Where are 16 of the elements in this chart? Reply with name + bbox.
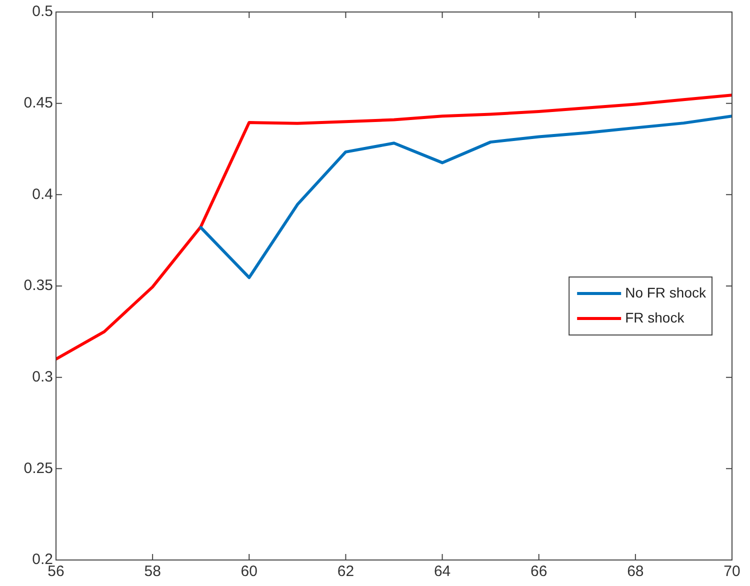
y-tick-label: 0.5 bbox=[32, 3, 53, 20]
x-tick-label: 56 bbox=[48, 563, 64, 580]
x-tick-label: 68 bbox=[627, 563, 644, 580]
y-tick-label: 0.25 bbox=[24, 460, 53, 477]
y-tick-label: 0.35 bbox=[24, 277, 53, 294]
y-tick-label: 0.4 bbox=[32, 186, 53, 203]
x-tick-label: 58 bbox=[144, 563, 161, 580]
legend-label: No FR shock bbox=[625, 284, 707, 300]
x-tick-label: 60 bbox=[240, 563, 258, 580]
y-tick-label: 0.3 bbox=[32, 368, 53, 386]
x-tick-label: 66 bbox=[530, 563, 548, 580]
x-tick-label: 70 bbox=[724, 563, 740, 580]
legend-label: FR shock bbox=[625, 309, 686, 326]
y-tick-label: 0.45 bbox=[24, 94, 53, 112]
x-tick-label: 62 bbox=[337, 563, 354, 580]
x-tick-label: 64 bbox=[434, 563, 451, 580]
